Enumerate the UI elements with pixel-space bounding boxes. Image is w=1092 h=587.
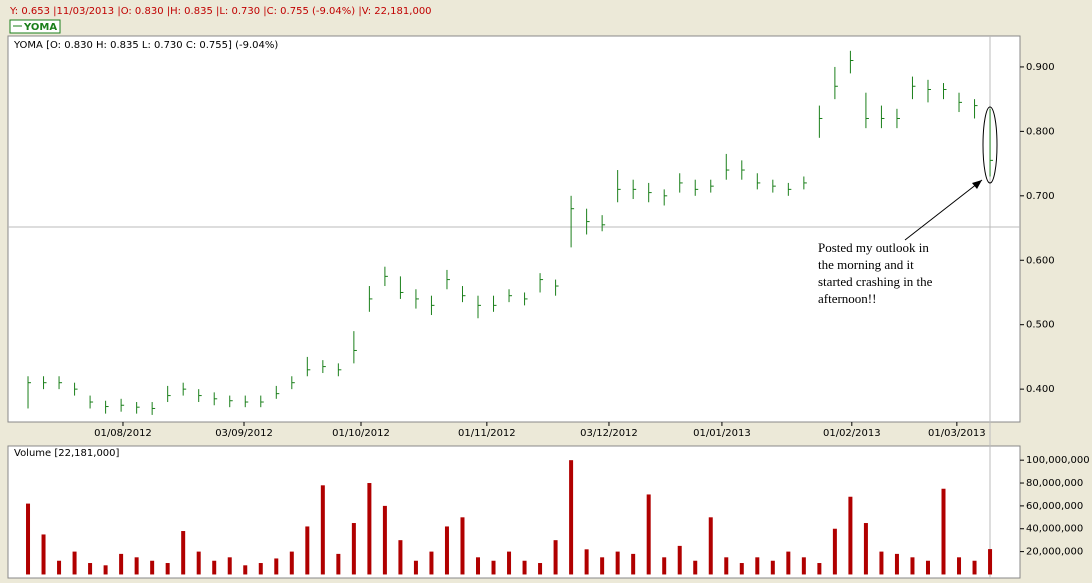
volume-bar (134, 557, 139, 575)
arrow (904, 179, 983, 241)
volume-title: Volume [22,181,000] (14, 448, 120, 459)
volume-bar (724, 557, 729, 575)
volume-bar (584, 549, 589, 575)
y-tick-label: 100,000,000 (1026, 455, 1090, 466)
volume-bar (289, 551, 294, 575)
volume-bar (72, 551, 77, 575)
volume-bar (351, 523, 356, 575)
x-tick-label: 01/01/2013 (693, 428, 751, 439)
volume-bar (972, 560, 977, 575)
volume-bar (196, 551, 201, 575)
volume-bar (770, 560, 775, 575)
volume-bar (941, 488, 946, 575)
x-tick-label: 03/09/2012 (215, 428, 273, 439)
volume-bar (491, 560, 496, 575)
status-line: Y: 0.653 |11/03/2013 |O: 0.830 |H: 0.835… (9, 6, 432, 17)
volume-bar (212, 560, 217, 575)
highlight-ellipse (982, 106, 998, 184)
volume-bar (243, 565, 248, 575)
x-tick-label: 03/12/2012 (580, 428, 638, 439)
annotation-line: the morning and it (818, 257, 914, 272)
volume-bar (662, 557, 667, 575)
x-tick-label: 01/03/2013 (928, 428, 986, 439)
volume-bar (894, 553, 899, 575)
volume-bar (413, 560, 418, 575)
price-panel (7, 35, 1021, 423)
volume-bar (522, 560, 527, 575)
volume-bar (817, 563, 822, 575)
volume-bar (88, 563, 93, 575)
volume-bar (600, 557, 605, 575)
y-tick-label: 60,000,000 (1026, 501, 1083, 512)
volume-bar (708, 517, 713, 575)
y-tick-label: 80,000,000 (1026, 478, 1083, 489)
legend-box (9, 19, 61, 34)
volume-bar (879, 551, 884, 575)
volume-bar (957, 557, 962, 575)
y-tick-label: 0.400 (1026, 384, 1055, 395)
volume-bar (274, 558, 279, 575)
volume-bar (181, 531, 186, 575)
y-tick-label: 0.700 (1026, 191, 1055, 202)
volume-bar (320, 485, 325, 575)
annotation-line: started crashing in the (818, 274, 933, 289)
y-tick-label: 0.900 (1026, 62, 1055, 73)
volume-bar (227, 557, 232, 575)
annotation-line: Posted my outlook in (818, 240, 929, 255)
volume-bar (631, 553, 636, 575)
volume-bar (258, 563, 263, 575)
volume-bar (755, 557, 760, 575)
volume-bar (429, 551, 434, 575)
y-tick-label: 0.500 (1026, 320, 1055, 331)
volume-bar (507, 551, 512, 575)
annotation-line: afternoon!! (818, 291, 876, 306)
volume-bar (569, 460, 574, 575)
volume-bar (398, 540, 403, 575)
volume-bar (801, 557, 806, 575)
volume-bar (367, 483, 372, 575)
volume-bar (925, 560, 930, 575)
volume-bar (786, 551, 791, 575)
volume-bar (460, 517, 465, 575)
volume-bar (26, 503, 31, 575)
legend-label: YOMA (23, 22, 57, 33)
volume-bar (165, 563, 170, 575)
x-tick-label: 01/11/2012 (458, 428, 516, 439)
volume-bar (150, 560, 155, 575)
volume-bar (910, 557, 915, 575)
volume-bar (677, 545, 682, 575)
volume-bar (863, 523, 868, 575)
y-tick-label: 20,000,000 (1026, 547, 1083, 558)
volume-bar (988, 549, 993, 575)
x-tick-label: 01/08/2012 (94, 428, 152, 439)
volume-bar (646, 494, 651, 575)
volume-bar (476, 557, 481, 575)
volume-bar (336, 553, 341, 575)
annotation: Posted my outlook in the morning and it st… (818, 240, 933, 306)
y-tick-label: 0.800 (1026, 126, 1055, 137)
volume-bar (41, 534, 46, 575)
volume-bar (848, 496, 853, 575)
volume-bar (739, 563, 744, 575)
volume-bar (305, 526, 310, 575)
volume-bar (553, 540, 558, 575)
volume-bar (615, 551, 620, 575)
volume-bar (538, 563, 543, 575)
volume-bar (444, 526, 449, 575)
y-tick-label: 0.600 (1026, 255, 1055, 266)
x-tick-label: 01/02/2013 (823, 428, 881, 439)
volume-bar (57, 560, 62, 575)
arrow-head (972, 180, 982, 189)
volume-panel (7, 445, 1021, 579)
volume-bar (382, 505, 387, 575)
volume-bar (119, 553, 124, 575)
volume-bar (693, 560, 698, 575)
volume-bar (832, 528, 837, 575)
y-tick-label: 40,000,000 (1026, 524, 1083, 535)
volume-bar (103, 565, 108, 575)
price-title: YOMA [O: 0.830 H: 0.835 L: 0.730 C: 0.75… (13, 40, 278, 51)
x-tick-label: 01/10/2012 (332, 428, 390, 439)
